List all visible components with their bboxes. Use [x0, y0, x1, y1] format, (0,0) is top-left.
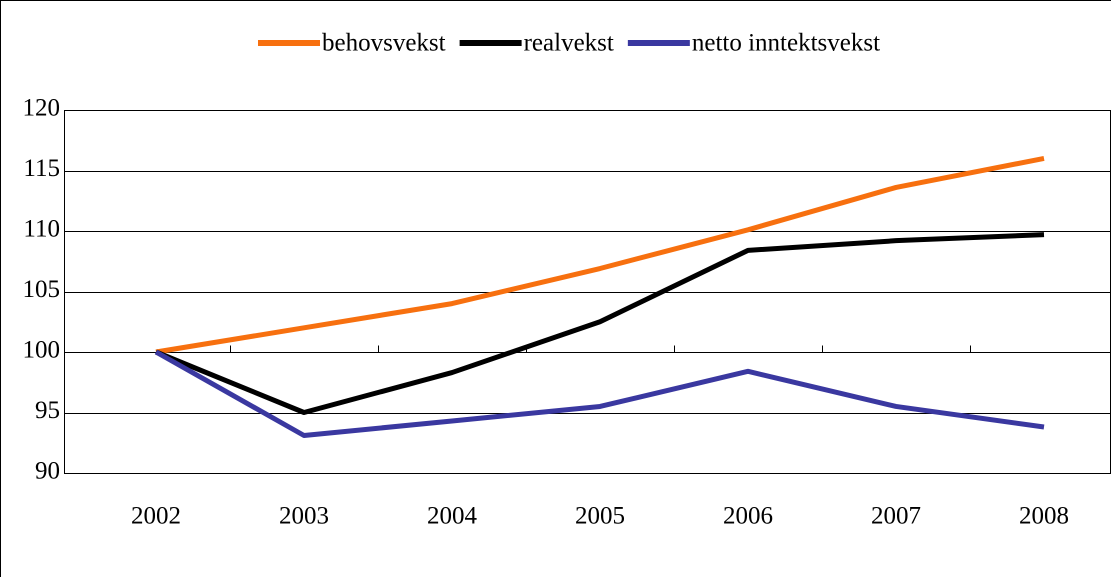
- y-tick-label: 105: [23, 276, 61, 303]
- series-line: [154, 349, 1045, 438]
- legend-label: realvekst: [524, 30, 614, 57]
- y-tick-label: 115: [23, 155, 60, 182]
- legend-label: behovsvekst: [322, 30, 446, 57]
- x-tick-label: 2008: [1019, 503, 1069, 530]
- y-tick-label: 120: [23, 95, 61, 122]
- y-tick-label: 110: [23, 216, 60, 243]
- x-tick-label: 2003: [279, 503, 329, 530]
- y-tick-label: 90: [35, 458, 60, 485]
- y-tick-label: 95: [35, 397, 60, 424]
- y-tick-label: 100: [23, 337, 61, 364]
- legend-label: netto inntektsvekst: [692, 30, 880, 57]
- x-tick-label: 2007: [871, 503, 921, 530]
- x-tick-label: 2004: [427, 503, 478, 530]
- series-line: [155, 232, 1045, 415]
- x-tick-label: 2006: [723, 503, 773, 530]
- x-tick-label: 2002: [131, 503, 181, 530]
- series-line: [155, 155, 1045, 355]
- x-tick-label: 2005: [575, 503, 625, 530]
